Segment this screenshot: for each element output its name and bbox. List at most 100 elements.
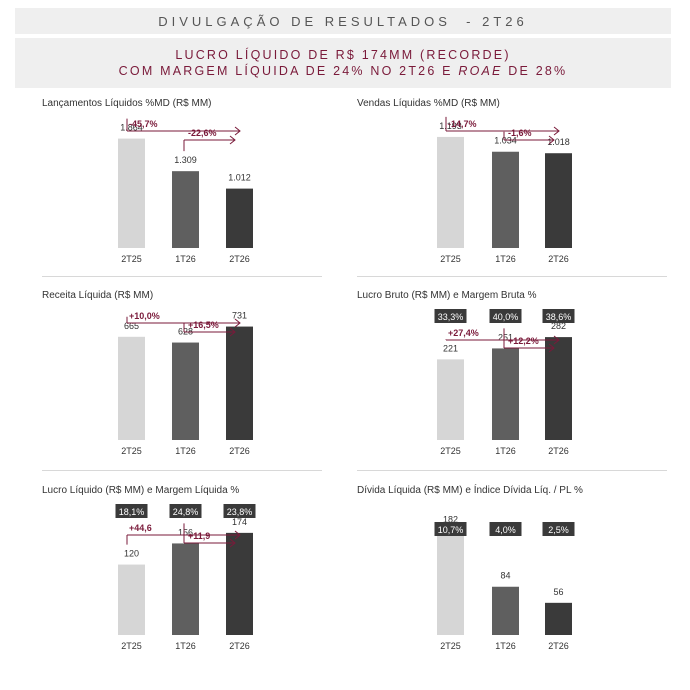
margin-badge bbox=[434, 522, 467, 536]
margin-badge-label: 2,5% bbox=[548, 525, 569, 535]
arrow-head bbox=[553, 335, 560, 345]
margin-badge-label: 24,8% bbox=[173, 507, 199, 517]
value-label: 251 bbox=[498, 332, 513, 342]
arrow-head bbox=[229, 327, 236, 337]
bar-1T26 bbox=[492, 586, 519, 635]
margin-badge bbox=[542, 522, 575, 536]
chart-panel-net-debt: Dívida Líquida (R$ MM) e Índice Dívida L… bbox=[357, 485, 677, 675]
chart-marks: 182 2T25 84 1T26 56 2T26 10,7% 4,0% 2,5% bbox=[434, 514, 575, 651]
arrow-head bbox=[234, 126, 241, 136]
margin-badge-label: 38,6% bbox=[546, 312, 572, 322]
chart-panel-gross-profit: Lucro Bruto (R$ MM) e Margem Bruta % 221… bbox=[357, 290, 677, 480]
bar-2T25 bbox=[437, 530, 464, 635]
headline-line-2-end: DE 28% bbox=[502, 64, 568, 78]
category-label: 2T26 bbox=[229, 254, 250, 264]
row-divider-left-1 bbox=[42, 276, 322, 277]
arrow-head bbox=[548, 135, 555, 145]
arrow-head bbox=[229, 538, 236, 548]
row-divider-left-2 bbox=[42, 470, 322, 471]
value-label: 1.012 bbox=[228, 173, 251, 183]
bar-2T25 bbox=[118, 336, 145, 440]
chart-svg: 1.193 2T25 1.034 1T26 1.018 2T26 -14,7% -1,6% bbox=[437, 116, 572, 264]
value-label: 731 bbox=[232, 311, 247, 321]
chart-title: Dívida Líquida (R$ MM) e Índice Dívida L… bbox=[357, 485, 583, 496]
margin-badge bbox=[434, 309, 467, 323]
margin-badge-label: 18,1% bbox=[119, 507, 145, 517]
chart-panel-net-revenue: Receita Líquida (R$ MM) 665 2T25 628 1T26 73… bbox=[42, 290, 362, 480]
growth-label: +27,4% bbox=[448, 328, 479, 338]
margin-badge bbox=[169, 504, 202, 518]
growth-label: -1,6% bbox=[508, 128, 532, 138]
category-label: 1T26 bbox=[175, 254, 196, 264]
margin-badge bbox=[223, 504, 256, 518]
category-label: 2T26 bbox=[548, 641, 569, 651]
value-label: 120 bbox=[124, 549, 139, 559]
chart-svg: 1.864 2T25 1.309 1T26 1.012 2T26 -45,7% -22,6% bbox=[118, 118, 253, 264]
category-label: 2T25 bbox=[121, 254, 142, 264]
arrow-head bbox=[229, 135, 236, 145]
category-label: 2T26 bbox=[229, 446, 250, 456]
bar-1T26 bbox=[492, 348, 519, 440]
chart-title: Receita Líquida (R$ MM) bbox=[42, 290, 154, 301]
report-header: DIVULGAÇÃO DE RESULTADOS - 2T26 bbox=[15, 8, 671, 34]
chart-title: Lançamentos Líquidos %MD (R$ MM) bbox=[42, 98, 212, 109]
bar-1T26 bbox=[492, 151, 519, 248]
chart-marks: 1.193 2T25 1.034 1T26 1.018 2T26 -14,7% -1,6% bbox=[437, 116, 572, 264]
headline-line-2-start: COM MARGEM LÍQUIDA DE 24% NO 2T26 E bbox=[118, 64, 459, 78]
chart-panel-net-income: Lucro Líquido (R$ MM) e Margem Líquida %… bbox=[42, 485, 362, 675]
headline-line-2: COM MARGEM LÍQUIDA DE 24% NO 2T26 E ROAE… bbox=[119, 63, 568, 79]
bar-2T26 bbox=[545, 602, 572, 635]
arrow-head bbox=[234, 530, 241, 540]
chart-svg: 120 2T25 156 1T26 174 2T26 18,1% 24,8% 23,8% +44,… bbox=[115, 504, 256, 651]
bar-2T26 bbox=[226, 326, 253, 440]
chart-title: Lucro Bruto (R$ MM) e Margem Bruta % bbox=[357, 290, 537, 301]
growth-label: -22,6% bbox=[188, 128, 217, 138]
value-label: 56 bbox=[553, 587, 563, 597]
arrow-head bbox=[234, 318, 241, 328]
value-label: 1.309 bbox=[174, 155, 197, 165]
category-label: 1T26 bbox=[495, 446, 516, 456]
bar-1T26 bbox=[172, 342, 199, 440]
chart-title: Vendas Líquidas %MD (R$ MM) bbox=[357, 98, 500, 109]
margin-badge-label: 33,3% bbox=[438, 312, 464, 322]
headline-line-2-emphasis: ROAE bbox=[458, 64, 503, 78]
category-label: 1T26 bbox=[495, 254, 516, 264]
bar-2T26 bbox=[545, 153, 572, 248]
arrow-head bbox=[553, 126, 560, 136]
margin-badge bbox=[542, 309, 575, 323]
value-label: 1.018 bbox=[547, 137, 570, 147]
margin-badge-label: 40,0% bbox=[493, 312, 519, 322]
value-label: 1.864 bbox=[120, 123, 143, 133]
bar-2T25 bbox=[118, 564, 145, 635]
chart-svg: 182 2T25 84 1T26 56 2T26 10,7% 4,0% 2,5% bbox=[434, 514, 575, 651]
value-label: 84 bbox=[500, 571, 510, 581]
headline-banner: LUCRO LÍQUIDO DE R$ 174MM (RECORDE) COM … bbox=[15, 38, 671, 88]
margin-badge-label: 4,0% bbox=[495, 525, 516, 535]
category-label: 2T26 bbox=[548, 254, 569, 264]
margin-badge-label: 10,7% bbox=[438, 525, 464, 535]
bar-2T26 bbox=[226, 188, 253, 248]
category-label: 1T26 bbox=[175, 446, 196, 456]
growth-label: +44,6 bbox=[129, 523, 152, 533]
chart-marks: 221 2T25 251 1T26 282 2T26 33,3% 40,0% 38,6% +27,… bbox=[434, 309, 575, 456]
category-label: 2T26 bbox=[548, 446, 569, 456]
category-label: 2T25 bbox=[121, 641, 142, 651]
category-label: 2T25 bbox=[121, 446, 142, 456]
bar-1T26 bbox=[172, 171, 199, 248]
value-label: 665 bbox=[124, 321, 139, 331]
bar-2T26 bbox=[545, 337, 572, 440]
value-label: 174 bbox=[232, 517, 247, 527]
headline-line-1: LUCRO LÍQUIDO DE R$ 174MM (RECORDE) bbox=[175, 48, 511, 62]
growth-label: -45,7% bbox=[129, 119, 158, 129]
category-label: 1T26 bbox=[495, 641, 516, 651]
chart-title: Lucro Líquido (R$ MM) e Margem Líquida % bbox=[42, 485, 240, 496]
growth-label: +12,2% bbox=[508, 336, 539, 346]
growth-label: +16,5% bbox=[188, 320, 219, 330]
category-label: 2T25 bbox=[440, 641, 461, 651]
growth-label: -14,7% bbox=[448, 119, 477, 129]
value-label: 221 bbox=[443, 343, 458, 353]
growth-label: +10,0% bbox=[129, 311, 160, 321]
margin-badge bbox=[489, 309, 522, 323]
bar-2T25 bbox=[118, 138, 145, 248]
